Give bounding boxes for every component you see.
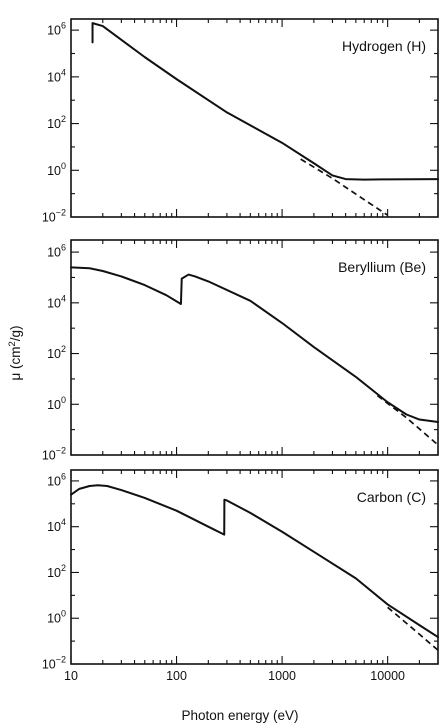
plot-frame — [70, 18, 439, 218]
plot-frame — [70, 469, 439, 665]
y-tick-label: 10−2 — [42, 655, 66, 672]
panel-0: 10−2 100 102 104 106 Hydrogen (H) — [42, 18, 439, 225]
y-tick-label: 104 — [47, 293, 66, 310]
x-tick-label: 100 — [166, 669, 187, 683]
y-tick-label: 100 — [47, 161, 66, 178]
panel-1: 10−2 100 102 104 106 Beryllium (Be) — [42, 239, 439, 463]
dashed-extrapolation-line — [387, 606, 439, 651]
plot-frame — [70, 239, 439, 456]
attenuation-curve — [70, 266, 439, 423]
panel-label: Beryllium (Be) — [338, 259, 426, 275]
y-tick-label: 106 — [47, 471, 66, 488]
panel-label: Carbon (C) — [357, 489, 426, 505]
y-tick-label: 102 — [47, 344, 66, 361]
y-tick-label: 102 — [47, 114, 66, 131]
y-tick-label: 10−2 — [42, 446, 66, 463]
y-axis-title: μ (cm2/g) — [7, 325, 24, 380]
y-tick-label: 104 — [47, 67, 66, 84]
dashed-extrapolation-line — [300, 158, 389, 216]
y-tick-label: 100 — [47, 395, 66, 412]
y-tick-label: 10−2 — [42, 208, 66, 225]
x-tick-label: 1000 — [268, 669, 296, 683]
dashed-extrapolation-line — [376, 394, 439, 446]
panel-label: Hydrogen (H) — [342, 38, 426, 54]
y-tick-label: 106 — [47, 21, 66, 38]
x-tick-label: 10000 — [370, 669, 405, 683]
panel-2: 10−2 100 102 104 106 Carbon (C) — [42, 469, 439, 672]
attenuation-curve — [91, 22, 439, 181]
y-tick-label: 100 — [47, 609, 66, 626]
y-tick-label: 102 — [47, 563, 66, 580]
y-tick-label: 104 — [47, 517, 66, 534]
x-tick-label: 10 — [64, 669, 78, 683]
y-tick-label: 106 — [47, 243, 66, 260]
attenuation-curve — [70, 484, 439, 639]
x-axis-title: Photon energy (eV) — [181, 708, 298, 723]
